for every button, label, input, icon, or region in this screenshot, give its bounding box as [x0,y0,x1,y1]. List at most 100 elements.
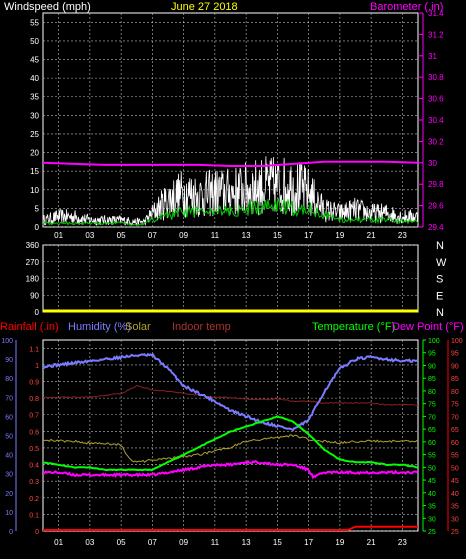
time-tick-label: 11 [211,231,220,240]
rainfall-tick-label: 0.2 [29,496,39,503]
rainfall-tick-label: 1.1 [29,346,39,353]
barometer-axis-label: Barometer (.in) [370,1,443,13]
rainfall-tick-label: 0 [35,529,39,536]
dewpoint-tick-label: 75 [451,402,459,409]
chart-layer: 051015202530354045505529.429.629.83030.2… [1,9,462,547]
humidity-tick-label: 30 [5,472,13,479]
humidity-tick-label: 100 [1,338,13,345]
rainfall-tick-label: 0.6 [29,429,39,436]
temperature-tick-label: 35 [428,504,436,511]
solar-legend: Solar [125,321,151,333]
dewpoint-tick-label: 65 [451,427,459,434]
dewpoint-tick-label: 55 [451,453,459,460]
compass-label: S [436,274,443,286]
wind-tick-label: 20 [30,149,39,158]
wind-tick-label: 30 [30,111,39,120]
dewpoint-tick-label: 45 [451,478,459,485]
rainfall-tick-label: 0.3 [29,479,39,486]
temperature-tick-label: 50 [428,465,436,472]
compass-label: N [436,307,444,319]
humidity-tick-label: 70 [5,395,13,402]
compass-label: W [436,257,447,269]
temperature-legend: Temperature (°F) [312,321,395,333]
rainfall-tick-label: 0.8 [29,396,39,403]
barometer-tick-label: 31.2 [428,30,444,39]
barometer-tick-label: 30.2 [428,137,444,146]
rainfall-tick-label: 0.7 [29,413,39,420]
dewpoint-line [42,459,419,480]
barometer-tick-label: 30.4 [428,116,444,125]
time-tick-label: 07 [148,538,157,547]
wind-tick-label: 45 [30,56,39,65]
dewpoint-tick-label: 80 [451,389,459,396]
temperature-tick-label: 100 [428,338,440,345]
humidity-tick-label: 0 [9,529,13,536]
wind-tick-label: 0 [35,223,40,232]
direction-tick-label: 0 [35,308,40,317]
indoor-temp-line [42,384,419,406]
compass-label: E [436,290,443,302]
time-tick-label: 03 [85,538,94,547]
dewpoint-tick-label: 85 [451,376,459,383]
temperature-tick-label: 25 [428,529,436,536]
rainfall-tick-label: 0.4 [29,463,39,470]
humidity-legend: Humidity (%) [68,321,131,333]
wind-tick-label: 5 [35,204,40,213]
temperature-tick-label: 30 [428,516,436,523]
dewpoint-legend: Dew Point (°F) [392,321,464,333]
time-tick-label: 13 [242,538,251,547]
dewpoint-tick-label: 25 [451,529,459,536]
barometer-tick-label: 29.4 [428,223,444,232]
time-tick-label: 07 [148,231,157,240]
humidity-tick-label: 10 [5,510,13,517]
barometer-tick-label: 29.6 [428,202,444,211]
temperature-tick-label: 90 [428,363,436,370]
rainfall-line [43,525,418,531]
dewpoint-tick-label: 95 [451,351,459,358]
time-tick-label: 05 [117,231,126,240]
time-tick-label: 23 [398,538,407,547]
time-tick-label: 19 [335,231,344,240]
temperature-tick-label: 85 [428,376,436,383]
direction-tick-label: 270 [26,258,40,267]
time-tick-label: 21 [367,231,376,240]
dewpoint-tick-label: 35 [451,504,459,511]
time-tick-label: 19 [335,538,344,547]
barometer-line [42,160,419,167]
panel3-frame [42,339,419,532]
rainfall-tick-label: 1 [35,363,39,370]
time-tick-label: 05 [117,538,126,547]
humidity-tick-label: 50 [5,434,13,441]
dewpoint-tick-label: 50 [451,465,459,472]
time-tick-label: 23 [398,231,407,240]
time-tick-label: 17 [304,231,313,240]
time-tick-label: 15 [273,538,282,547]
temperature-tick-label: 80 [428,389,436,396]
wind-axis-label: Windspeed (mph) [4,1,91,13]
time-tick-label: 01 [54,231,63,240]
time-tick-label: 01 [54,538,63,547]
temperature-line [43,415,419,472]
barometer-tick-label: 31.4 [428,9,444,18]
temperature-tick-label: 60 [428,440,436,447]
temperature-tick-label: 75 [428,402,436,409]
barometer-tick-label: 30.8 [428,73,444,82]
time-tick-label: 03 [85,231,94,240]
direction-tick-label: 360 [26,241,40,250]
humidity-tick-label: 20 [5,491,13,498]
barometer-tick-label: 30.6 [428,95,444,104]
rainfall-legend: Rainfall (.in) [0,321,59,333]
time-tick-label: 09 [179,231,188,240]
dewpoint-tick-label: 100 [451,338,463,345]
wind-tick-label: 50 [30,37,39,46]
barometer-tick-label: 30 [428,159,437,168]
barometer-tick-label: 31 [428,52,437,61]
dewpoint-tick-label: 40 [451,491,459,498]
wind-tick-label: 55 [30,18,39,27]
wind-tick-label: 10 [30,186,39,195]
compass-label: N [436,240,444,252]
direction-tick-label: 180 [26,275,40,284]
temperature-tick-label: 55 [428,453,436,460]
time-tick-label: 09 [179,538,188,547]
time-tick-label: 17 [304,538,313,547]
